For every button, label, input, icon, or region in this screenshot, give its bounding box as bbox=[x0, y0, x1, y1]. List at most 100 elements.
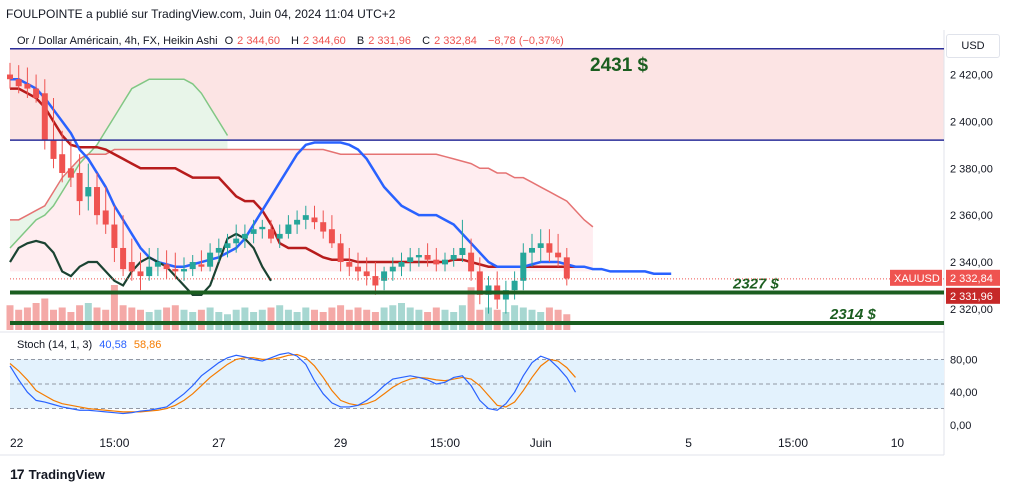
volume-bar bbox=[250, 312, 258, 330]
volume-bar bbox=[450, 312, 458, 330]
level-label: 2327 $ bbox=[732, 276, 780, 293]
candle-body bbox=[546, 243, 553, 253]
ichimoku-value-2: 2 337,90 bbox=[189, 69, 233, 81]
volume-bar bbox=[311, 309, 318, 330]
cloud-bearish bbox=[10, 149, 593, 272]
volume-bar bbox=[23, 307, 31, 330]
publish-header: FOULPOINTE a publié sur TradingView.com,… bbox=[6, 7, 396, 21]
ichimoku-label: Ichimoku (9, 26, 52, 26) bbox=[17, 69, 133, 81]
candle-body bbox=[146, 266, 153, 277]
candle-body bbox=[111, 224, 118, 248]
candle-body bbox=[363, 271, 370, 277]
symbol-name: Or / Dollar Américain, 4h, FX, Heikin As… bbox=[17, 35, 218, 47]
symbol-tag-label: XAUUSD bbox=[894, 273, 940, 285]
candle-body bbox=[442, 259, 448, 265]
symbol-tag bbox=[890, 269, 942, 286]
ichimoku-legend[interactable]: Ichimoku (9, 26, 52, 26) 2 334,59 2 337,… bbox=[17, 69, 486, 81]
price-tick-label: 2 340,00 bbox=[950, 257, 993, 269]
axes: 2 320,00 2 340,00 2 360,00 2 380,00 2 400,00… bbox=[10, 70, 993, 450]
last-price-tag bbox=[946, 269, 1000, 286]
time-tick-label: 27 bbox=[212, 436, 226, 450]
volume-bar bbox=[224, 314, 231, 330]
volume-bar bbox=[128, 307, 136, 330]
candle-body bbox=[250, 229, 257, 234]
time-tick-label: 22 bbox=[10, 436, 24, 450]
volume-bar bbox=[563, 314, 571, 330]
stoch-tick-label: 80,00 bbox=[950, 354, 978, 366]
grid bbox=[0, 30, 945, 456]
symbol-legend[interactable]: Or / Dollar Américain, 4h, FX, Heikin As… bbox=[17, 35, 564, 47]
level-label: 2314 $ bbox=[829, 306, 877, 323]
ichimoku-value-3: 2 332,91 bbox=[239, 69, 283, 81]
volume-bar bbox=[276, 305, 284, 330]
candle-body bbox=[259, 226, 266, 230]
volume-bar bbox=[345, 309, 353, 330]
stoch-tick-label: 0,00 bbox=[950, 420, 971, 432]
candle-body bbox=[128, 262, 135, 272]
candle-body bbox=[529, 247, 535, 253]
volume-bar bbox=[545, 307, 553, 330]
candle-body bbox=[337, 243, 344, 263]
candle-body bbox=[537, 243, 544, 248]
time-tick-label: 5 bbox=[685, 436, 692, 450]
tradingview-logo-icon: 17 bbox=[10, 466, 25, 482]
volume-bar bbox=[84, 303, 92, 330]
volume-bar bbox=[502, 312, 510, 330]
volume-bar bbox=[154, 309, 162, 330]
volume-bar bbox=[441, 309, 449, 330]
tradingview-brand: TradingView bbox=[28, 466, 105, 482]
candle-body bbox=[476, 271, 483, 295]
price-tick-label: 2 400,00 bbox=[950, 116, 993, 128]
volume-bar bbox=[458, 305, 466, 330]
candle-body bbox=[50, 140, 57, 159]
candle-body bbox=[502, 290, 509, 300]
candle-body bbox=[172, 269, 179, 272]
stochastic-pane bbox=[9, 352, 944, 415]
stoch-d-value: 58,86 bbox=[133, 339, 162, 351]
price-tick-label: 2 380,00 bbox=[950, 163, 993, 175]
time-tick-label: 15:00 bbox=[778, 436, 808, 450]
candle-body bbox=[59, 154, 66, 173]
candle-body bbox=[233, 238, 240, 244]
volume-bar bbox=[354, 307, 362, 330]
ichimoku-value-6: 2 355,39 bbox=[389, 69, 432, 81]
candle-body bbox=[24, 83, 31, 89]
stoch-legend[interactable]: Stoch (14, 1, 3) 40,58 58,86 bbox=[17, 339, 165, 351]
candle-body bbox=[268, 229, 274, 239]
candle-body bbox=[346, 262, 353, 267]
time-tick-label: 10 bbox=[891, 436, 905, 450]
last-price-label: 2 332,84 bbox=[950, 273, 993, 285]
candle-body bbox=[154, 262, 161, 267]
currency-button[interactable]: USD bbox=[946, 34, 1000, 58]
volume-bar bbox=[110, 285, 118, 330]
tradingview-footer[interactable]: 17 TradingView bbox=[10, 466, 105, 482]
volume-bar bbox=[215, 312, 223, 330]
senkou-a-line bbox=[9, 78, 229, 249]
volume-bar bbox=[232, 309, 240, 330]
candle-body bbox=[189, 262, 196, 270]
price-tick-label: 2 320,00 bbox=[950, 304, 993, 316]
volume-bar bbox=[380, 307, 388, 330]
ichimoku-value-5: 2 355,39 bbox=[339, 69, 383, 81]
tenkan-line bbox=[10, 77, 672, 275]
volume-legend[interactable]: Vol 1,908 K bbox=[17, 52, 81, 64]
volume-bar bbox=[406, 307, 414, 330]
volume-bar bbox=[293, 312, 301, 330]
volume-bar bbox=[328, 307, 336, 330]
volume-bar bbox=[284, 309, 292, 330]
volume-bar bbox=[119, 305, 127, 330]
candle-body bbox=[7, 74, 13, 80]
candle-body bbox=[328, 229, 335, 244]
candle-body bbox=[76, 172, 83, 202]
ichimoku-value-7: 2 336,24 bbox=[438, 69, 482, 81]
candle-body bbox=[302, 215, 309, 220]
volume-bar bbox=[93, 307, 101, 330]
candle-body bbox=[511, 280, 518, 291]
volume-bar bbox=[267, 307, 275, 330]
candle-body bbox=[215, 247, 222, 253]
volume-bars bbox=[6, 285, 571, 330]
volume-bar bbox=[476, 309, 484, 330]
candle-body bbox=[67, 168, 74, 178]
candle-body bbox=[424, 255, 431, 260]
time-tick-label: Juin bbox=[530, 436, 552, 450]
